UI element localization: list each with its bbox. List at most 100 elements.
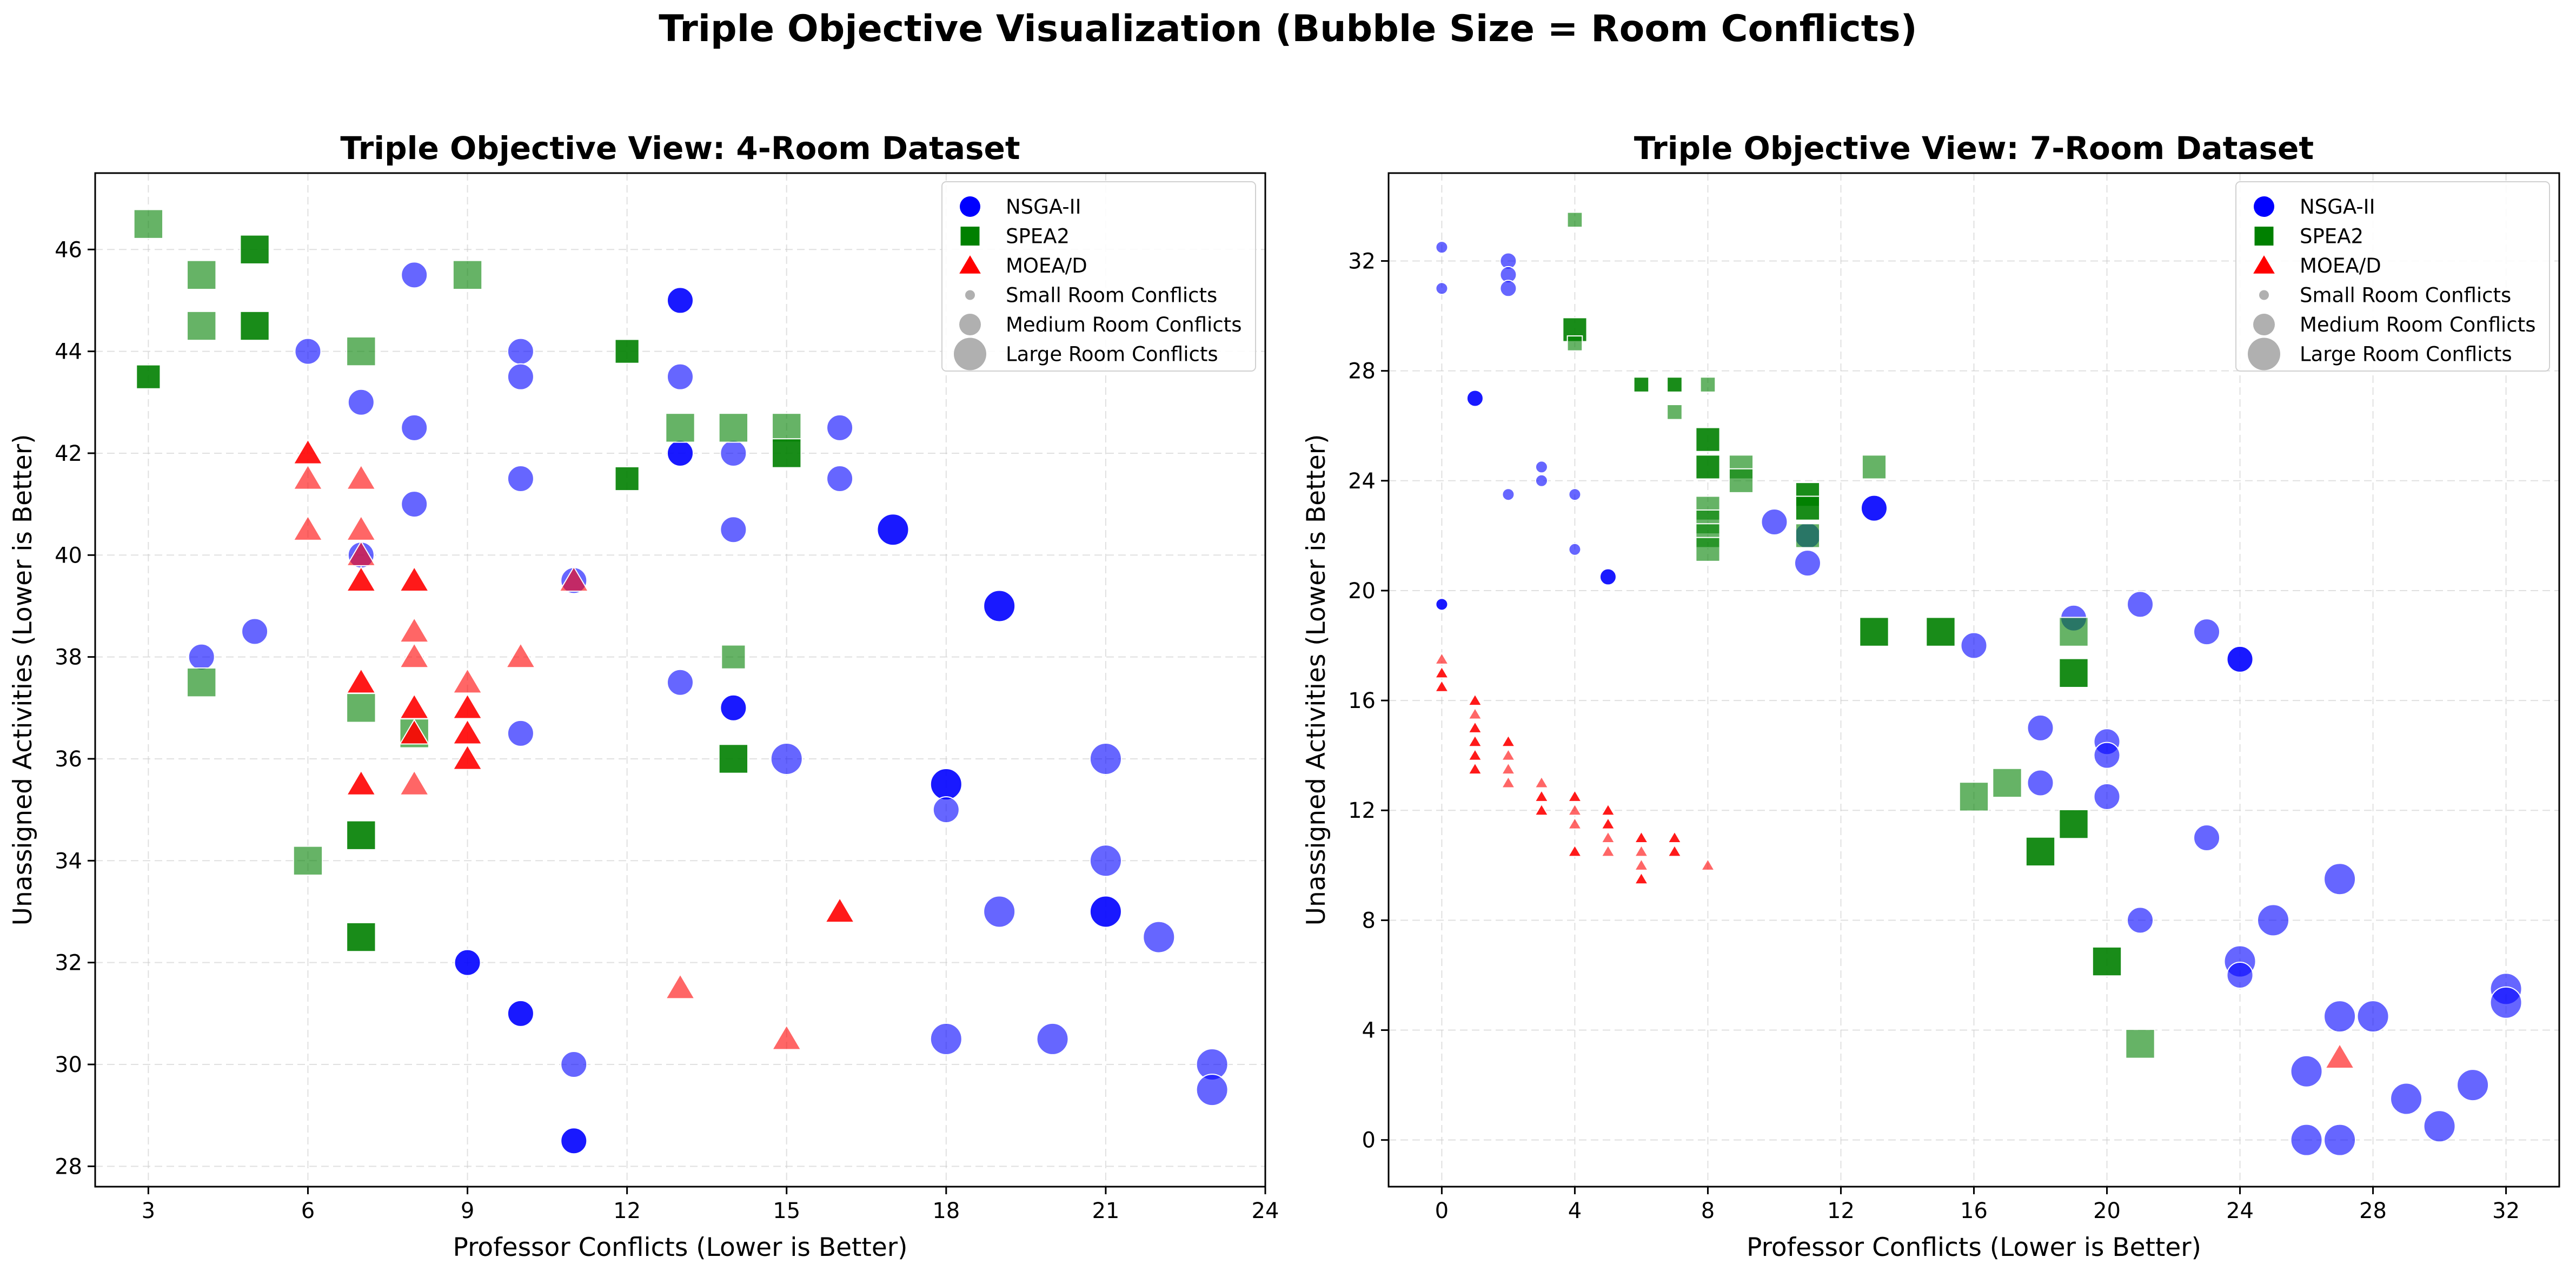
data-point xyxy=(1699,376,1716,393)
legend-label: Large Room Conflicts xyxy=(2300,343,2512,366)
series-nsga-ii xyxy=(1435,241,2522,1156)
data-point xyxy=(1860,494,1888,522)
legend-marker xyxy=(2254,227,2274,246)
y-tick-label: 32 xyxy=(1348,249,1376,274)
data-point xyxy=(2226,645,2254,673)
y-tick-label: 30 xyxy=(55,1053,82,1077)
data-point xyxy=(1695,537,1721,562)
data-point xyxy=(1434,652,1450,665)
data-point xyxy=(1435,282,1449,295)
data-point xyxy=(1634,858,1649,871)
data-point xyxy=(505,642,536,669)
data-point xyxy=(399,642,430,669)
data-point xyxy=(133,209,164,239)
data-point xyxy=(452,718,483,745)
series-spea2 xyxy=(1562,211,2155,1059)
panel-7-room: 0 4 8 12 16 20 24 28 32 0 4 8 12 16 20 24 28 32 Triple Obj… xyxy=(1302,130,2560,1262)
series-spea2 xyxy=(133,209,802,952)
legend-label: SPEA2 xyxy=(2300,225,2363,248)
data-point xyxy=(2059,658,2089,688)
legend-marker xyxy=(960,227,980,246)
data-point xyxy=(983,895,1016,928)
data-point xyxy=(2489,986,2522,1019)
data-point xyxy=(1501,748,1516,761)
data-point xyxy=(452,693,483,719)
data-point xyxy=(824,897,855,923)
data-point xyxy=(1468,720,1483,733)
data-point xyxy=(1667,404,1683,420)
data-point xyxy=(1601,844,1616,857)
data-point xyxy=(665,973,696,1000)
data-point xyxy=(665,413,695,443)
data-point xyxy=(1861,454,1887,480)
figure-title: Triple Objective Visualization (Bubble S… xyxy=(659,8,1917,50)
data-point xyxy=(877,513,909,546)
data-point xyxy=(2324,1043,2355,1069)
x-tick-label: 12 xyxy=(613,1199,641,1223)
legend-label: MOEA/D xyxy=(2300,254,2381,277)
x-tick-label: 24 xyxy=(2226,1199,2254,1223)
data-point xyxy=(720,694,747,722)
data-point xyxy=(2027,769,2054,797)
data-point xyxy=(507,338,534,365)
legend-marker xyxy=(954,338,986,370)
x-tick-label: 32 xyxy=(2492,1199,2520,1223)
legend-frame xyxy=(941,181,1256,372)
data-point xyxy=(346,922,376,952)
y-tick-label: 32 xyxy=(55,951,82,976)
x-axis-label: Professor Conflicts (Lower is Better) xyxy=(1747,1233,2201,1262)
series-moea-d xyxy=(1434,652,2355,1069)
data-point xyxy=(2025,836,2056,867)
data-point xyxy=(452,667,483,694)
legend-marker xyxy=(2253,314,2275,335)
y-tick-label: 38 xyxy=(55,645,82,670)
x-axis-label: Professor Conflicts (Lower is Better) xyxy=(453,1233,908,1262)
data-point xyxy=(187,667,217,698)
series-moea-d xyxy=(293,438,855,1050)
data-point xyxy=(1795,523,1821,548)
data-point xyxy=(399,566,430,592)
data-point xyxy=(1695,427,1721,452)
data-point xyxy=(2027,714,2054,742)
y-tick-label: 40 xyxy=(55,543,82,568)
y-tick-label: 8 xyxy=(1362,908,1376,933)
data-point xyxy=(507,719,534,747)
data-point xyxy=(401,414,428,441)
data-point xyxy=(2093,742,2121,769)
data-point xyxy=(930,1022,962,1055)
data-point xyxy=(454,949,481,976)
data-point xyxy=(1501,734,1516,747)
data-point xyxy=(2423,1110,2456,1143)
data-point xyxy=(346,336,376,367)
legend-label: MOEA/D xyxy=(1006,254,1087,277)
legend-marker xyxy=(960,196,980,217)
legend-label: Large Room Conflicts xyxy=(1006,343,1218,366)
data-point xyxy=(1468,748,1483,761)
data-point xyxy=(1567,817,1583,830)
legend-label: NSGA-II xyxy=(1006,195,1081,219)
data-point xyxy=(1089,844,1122,877)
data-point xyxy=(1958,782,1989,812)
data-point xyxy=(293,845,323,876)
data-point xyxy=(346,464,377,490)
legend-label: Medium Room Conflicts xyxy=(2300,313,2535,336)
data-point xyxy=(2059,809,2089,839)
y-tick-label: 12 xyxy=(1348,798,1376,823)
data-point xyxy=(560,1127,588,1155)
data-point xyxy=(983,590,1016,623)
data-point xyxy=(293,464,323,490)
data-point xyxy=(1728,468,1754,493)
data-point xyxy=(1634,844,1649,857)
legend-marker xyxy=(2253,255,2275,274)
data-point xyxy=(241,618,269,645)
data-point xyxy=(826,414,854,441)
data-point xyxy=(346,515,377,541)
data-point xyxy=(2457,1069,2489,1102)
data-point xyxy=(1992,767,2022,798)
data-point xyxy=(720,439,747,467)
data-point xyxy=(293,515,323,541)
data-point xyxy=(346,769,377,796)
chart-title: Triple Objective View: 4-Room Dataset xyxy=(340,130,1020,167)
data-point xyxy=(1435,598,1449,611)
data-point xyxy=(452,744,483,770)
